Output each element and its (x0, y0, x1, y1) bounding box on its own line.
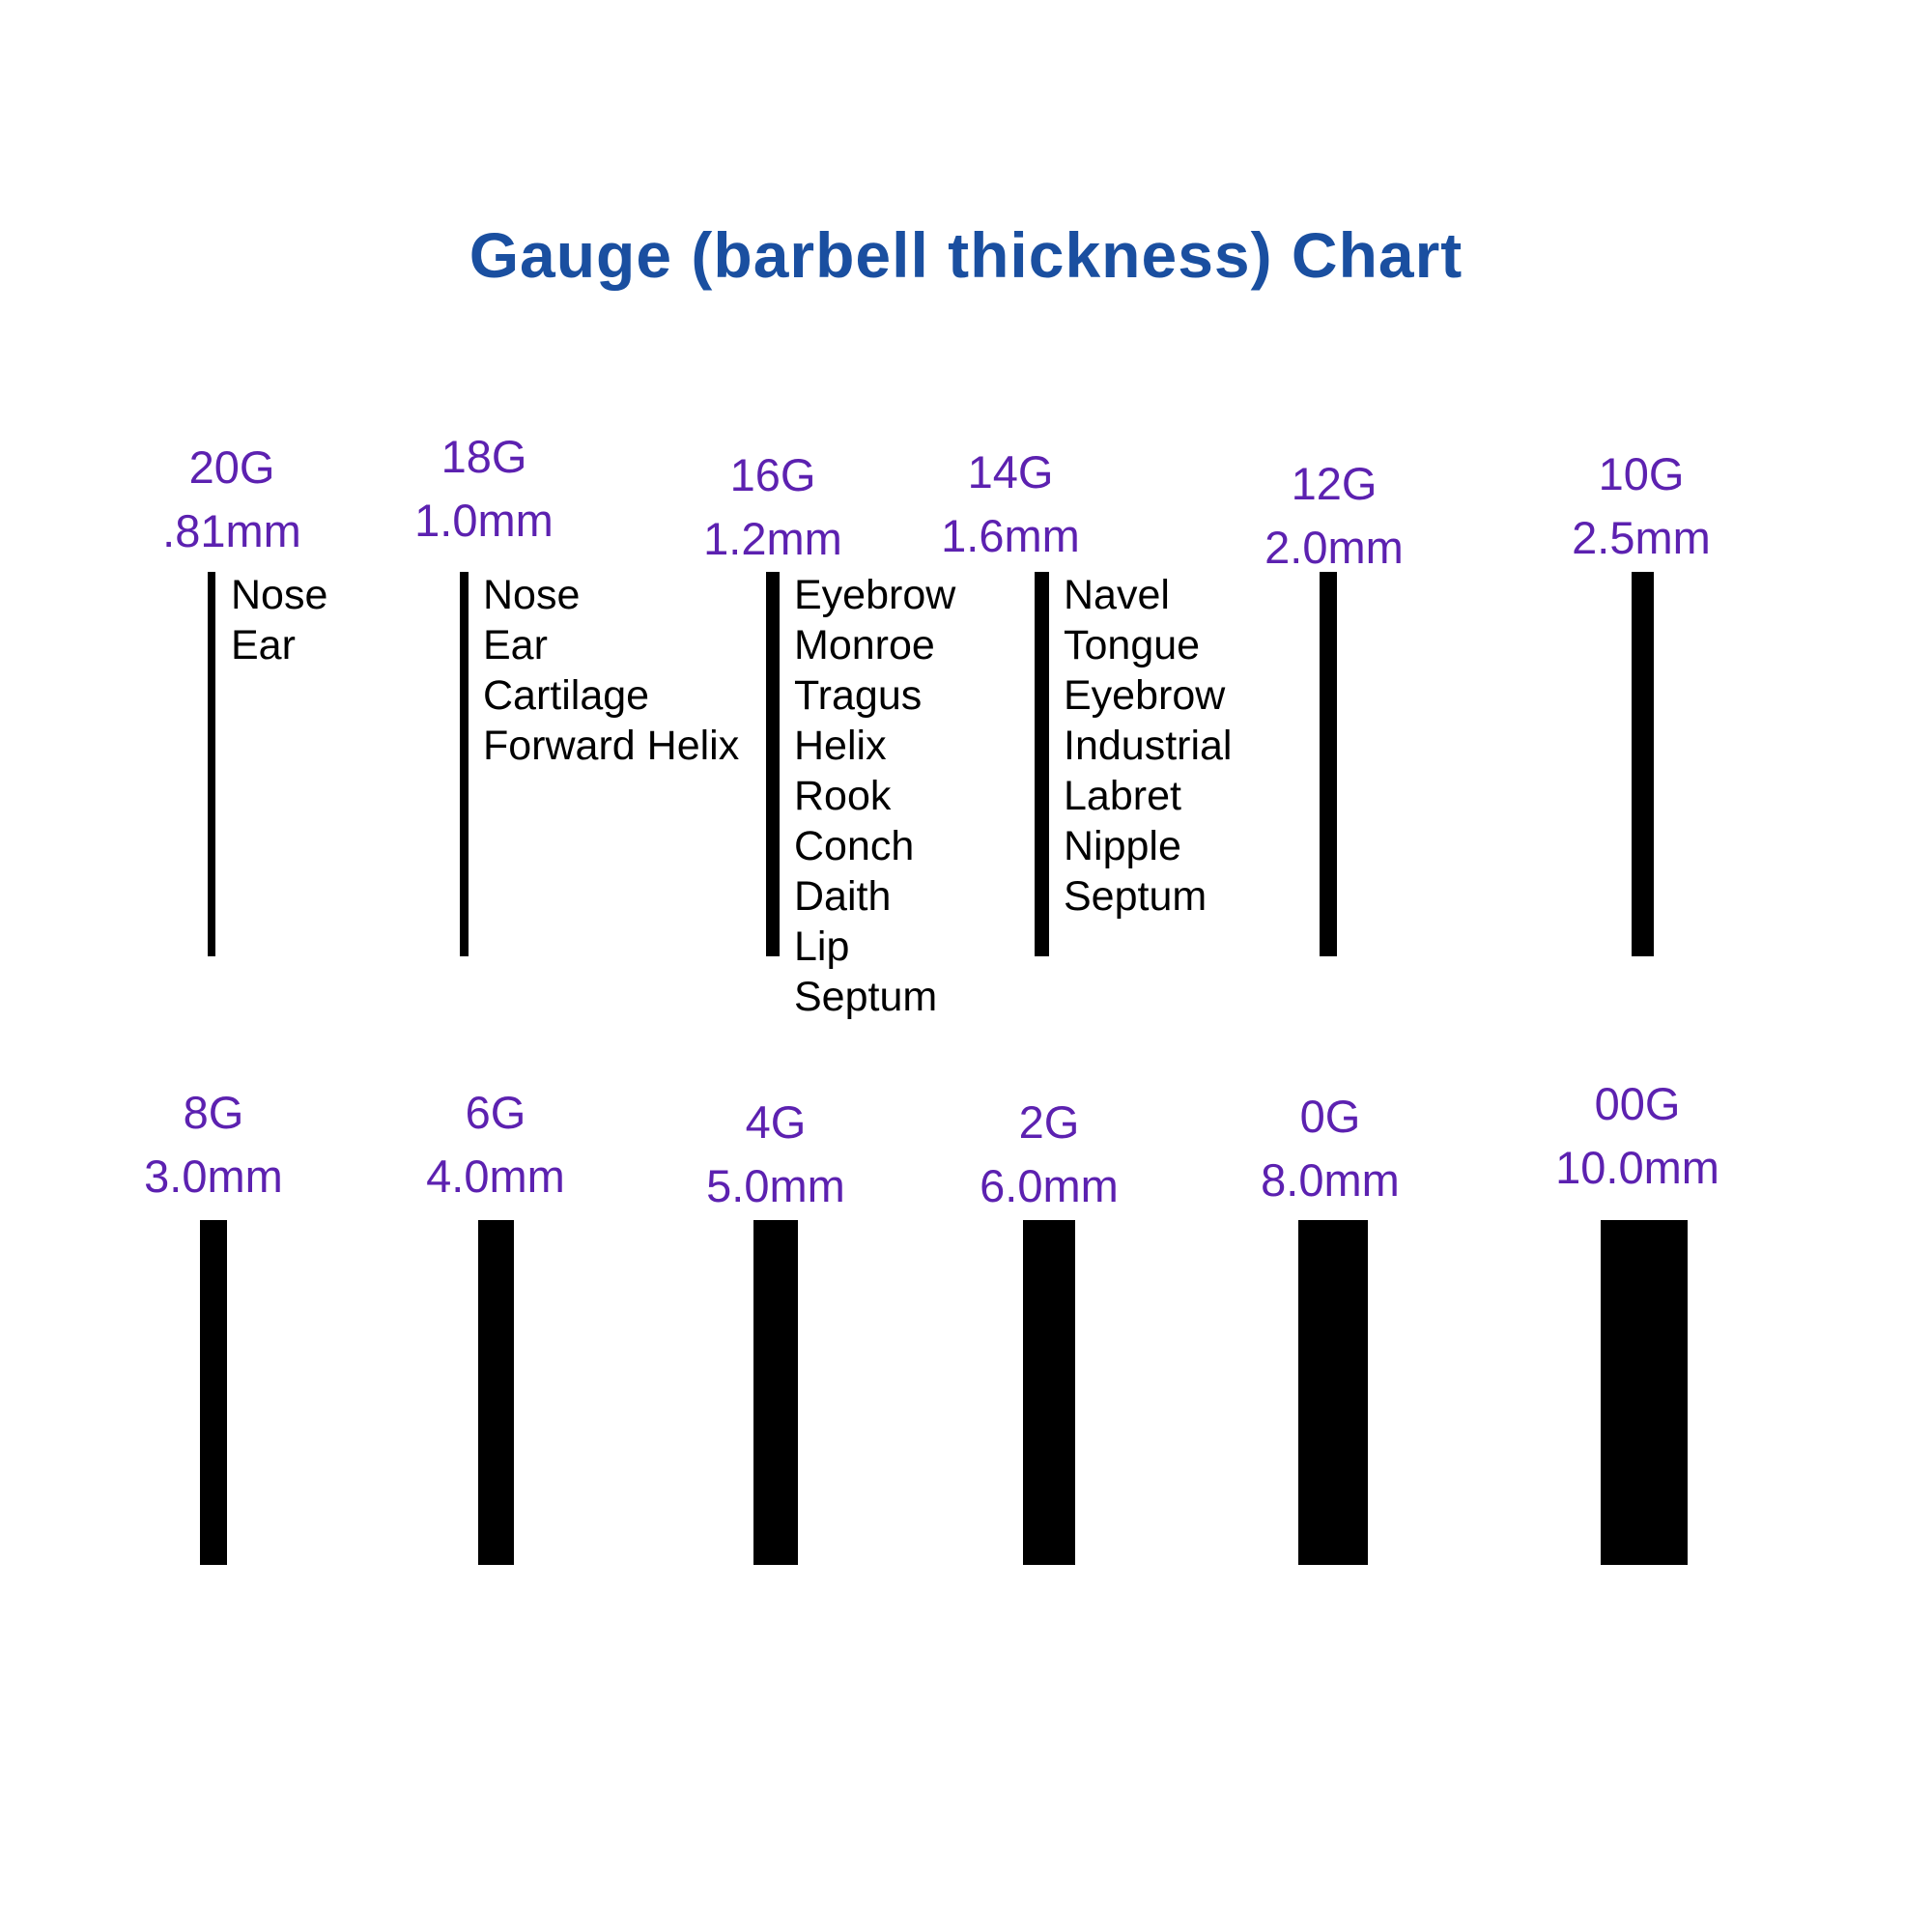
gauge-bar-20g (208, 572, 215, 956)
gauge-label: 2G (1018, 1096, 1080, 1148)
use-item: Septum (794, 974, 938, 1020)
gauge-label: 18G (440, 431, 527, 482)
use-list-16g: Eyebrow Monroe Tragus Helix Rook Conch D… (794, 570, 955, 1022)
gauge-label: 20G (188, 441, 275, 493)
mm-label: 3.0mm (144, 1151, 283, 1202)
use-item: Tongue (1064, 622, 1201, 668)
use-item: Labret (1064, 773, 1181, 819)
gauge-bar-14g (1035, 572, 1049, 956)
use-item: Forward Helix (483, 723, 740, 769)
gauge-bar-10g (1632, 572, 1654, 956)
chart-title: Gauge (barbell thickness) Chart (469, 219, 1463, 291)
gauge-label: 14G (967, 446, 1054, 497)
mm-label: 8.0mm (1261, 1154, 1400, 1206)
use-item: Daith (794, 873, 892, 920)
use-item: Conch (794, 823, 915, 869)
use-item: Rook (794, 773, 892, 819)
mm-label: .81mm (162, 505, 301, 556)
gauge-label: 0G (1299, 1091, 1361, 1142)
gauge-column-4g-labels: 4G 5.0mm (621, 1097, 930, 1211)
use-item: Nose (231, 572, 328, 618)
mm-label: 2.0mm (1264, 522, 1404, 573)
use-item: Monroe (794, 622, 935, 668)
use-item: Tragus (794, 672, 923, 719)
mm-label: 5.0mm (706, 1160, 845, 1211)
gauge-label: 00G (1594, 1078, 1681, 1129)
gauge-column-2g-labels: 2G 6.0mm (895, 1097, 1204, 1211)
mm-label: 1.0mm (414, 495, 554, 546)
gauge-column-8g-labels: 8G 3.0mm (59, 1088, 368, 1202)
mm-label: 1.6mm (941, 510, 1080, 561)
use-item: Nose (483, 572, 581, 618)
gauge-column-14g-labels: 14G 1.6mm (856, 447, 1165, 561)
use-item: Eyebrow (794, 572, 956, 618)
gauge-column-20g-labels: 20G .81mm (77, 442, 386, 556)
mm-label: 6.0mm (980, 1160, 1119, 1211)
use-item: Lip (794, 923, 850, 970)
use-item: Navel (1064, 572, 1170, 618)
use-list-20g: Nose Ear (231, 570, 327, 670)
gauge-label: 12G (1291, 458, 1378, 509)
gauge-column-18g-labels: 18G 1.0mm (329, 432, 639, 546)
gauge-bar-18g (460, 572, 469, 956)
gauge-bar-8g (200, 1220, 227, 1565)
gauge-label: 4G (745, 1096, 807, 1148)
mm-label: 2.5mm (1572, 512, 1711, 563)
use-item: Eyebrow (1064, 672, 1226, 719)
gauge-column-16g-labels: 16G 1.2mm (618, 450, 927, 564)
gauge-label: 6G (465, 1087, 526, 1138)
mm-label: 4.0mm (426, 1151, 565, 1202)
gauge-bar-6g (478, 1220, 514, 1565)
gauge-bar-16g (766, 572, 780, 956)
gauge-bar-00g (1601, 1220, 1688, 1565)
gauge-column-0g-labels: 0G 8.0mm (1176, 1092, 1485, 1206)
use-item: Industrial (1064, 723, 1233, 769)
mm-label: 10.0mm (1555, 1142, 1719, 1193)
gauge-bar-0g (1298, 1220, 1368, 1565)
use-item: Ear (483, 622, 548, 668)
gauge-column-12g-labels: 12G 2.0mm (1179, 459, 1489, 573)
use-list-14g: Navel Tongue Eyebrow Industrial Labret N… (1064, 570, 1232, 922)
use-item: Helix (794, 723, 887, 769)
use-item: Ear (231, 622, 296, 668)
gauge-bar-2g (1023, 1220, 1075, 1565)
use-list-18g: Nose Ear Cartilage Forward Helix (483, 570, 739, 771)
use-item: Cartilage (483, 672, 650, 719)
use-item: Septum (1064, 873, 1208, 920)
gauge-label: 16G (729, 449, 816, 500)
use-item: Nipple (1064, 823, 1181, 869)
gauge-bar-12g (1320, 572, 1337, 956)
gauge-column-10g-labels: 10G 2.5mm (1487, 449, 1796, 563)
mm-label: 1.2mm (703, 513, 842, 564)
gauge-label: 10G (1598, 448, 1685, 499)
gauge-label: 8G (183, 1087, 244, 1138)
gauge-bar-4g (753, 1220, 798, 1565)
gauge-column-00g-labels: 00G 10.0mm (1483, 1079, 1792, 1193)
gauge-column-6g-labels: 6G 4.0mm (341, 1088, 650, 1202)
